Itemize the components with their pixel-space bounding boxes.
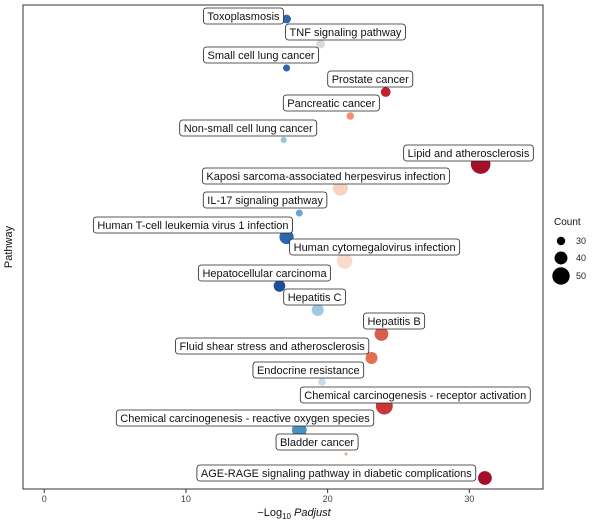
pathway-label: Toxoplasmosis	[203, 7, 284, 25]
x-tick-label: 0	[42, 494, 47, 504]
legend-label: 30	[576, 236, 586, 246]
legend-label: 50	[576, 271, 586, 281]
label-box	[203, 46, 319, 64]
data-point	[365, 352, 378, 364]
pathway-label: Pancreatic cancer	[282, 94, 380, 112]
pathway-label-text: TNF signaling pathway	[290, 27, 402, 39]
label-box	[275, 433, 359, 451]
pathway-label: Endocrine resistance	[252, 361, 365, 379]
pathway-label-text: Hepatitis C	[288, 292, 342, 304]
y-axis-title: Pathway	[3, 225, 15, 268]
label-box	[283, 288, 346, 306]
pathway-label: Lipid and atherosclerosis	[403, 144, 534, 162]
pathway-label: Kaposi sarcoma-associated herpesvirus in…	[201, 167, 450, 185]
pathway-label-text: AGE-RAGE signaling pathway in diabetic c…	[201, 468, 472, 480]
data-point	[318, 378, 326, 386]
pathway-label: Bladder cancer	[275, 433, 359, 451]
pathway-label-text: Kaposi sarcoma-associated herpesvirus in…	[206, 171, 445, 183]
data-point	[380, 87, 391, 97]
pathway-label: Small cell lung cancer	[203, 46, 319, 64]
data-point	[344, 452, 348, 456]
pathway-label-text: Non-small cell lung cancer	[184, 123, 313, 135]
pathway-labels: Toxoplasmosis TNF signaling pathway Small …	[92, 7, 534, 482]
label-box	[92, 216, 293, 234]
data-point	[282, 14, 291, 24]
pathway-label-text: Endocrine resistance	[257, 365, 360, 377]
pathway-label: AGE-RAGE signaling pathway in diabetic c…	[196, 464, 477, 482]
data-point	[316, 39, 325, 49]
x-axis-title-prefix: −Log	[257, 507, 282, 519]
pathway-label: Hepatocellular carcinoma	[198, 264, 331, 282]
pathway-label: Non-small cell lung cancer	[179, 119, 318, 137]
pathway-label: IL-17 signaling pathway	[202, 191, 328, 209]
x-axis-title-subscript: 10	[282, 512, 291, 521]
pathway-label-text: Human cytomegalovirus infection	[294, 242, 456, 254]
legend-entries: 30 40 50	[552, 236, 586, 285]
label-box	[198, 264, 331, 282]
label-box	[201, 167, 450, 185]
pathway-label-text: Human T-cell leukemia virus 1 infection	[97, 220, 288, 232]
x-tick-label: 20	[323, 494, 333, 504]
pathway-label: Hepatitis B	[363, 312, 426, 330]
pathway-label-text: Pancreatic cancer	[287, 98, 375, 110]
pathway-label-text: Fluid shear stress and atherosclerosis	[180, 341, 366, 353]
legend-swatch	[556, 236, 566, 246]
label-box	[252, 361, 365, 379]
label-box	[327, 70, 414, 88]
data-point	[280, 136, 287, 144]
pathway-label-text: Lipid and atherosclerosis	[408, 148, 530, 160]
pathway-label: Human cytomegalovirus infection	[289, 238, 461, 256]
label-box	[175, 337, 370, 355]
pathway-label: Hepatitis C	[283, 288, 346, 306]
data-point	[295, 209, 303, 217]
legend-swatch	[554, 251, 568, 265]
label-box	[363, 312, 426, 330]
legend-swatch	[552, 267, 570, 285]
pathway-label: Prostate cancer	[327, 70, 414, 88]
pathway-label: Fluid shear stress and atherosclerosis	[175, 337, 370, 355]
pathway-label-text: Chemical carcinogenesis - receptor activ…	[304, 390, 526, 402]
label-box	[202, 191, 328, 209]
legend-title: Count	[554, 217, 581, 228]
label-box	[203, 7, 284, 25]
pathway-label: TNF signaling pathway	[285, 23, 406, 41]
pathway-label-text: Toxoplasmosis	[207, 11, 280, 23]
x-axis: 0 10 20 30	[42, 489, 474, 504]
x-tick-label: 10	[181, 494, 191, 504]
data-point	[374, 327, 389, 341]
label-box	[289, 238, 461, 256]
pathway-label-text: Chemical carcinogenesis - reactive oxyge…	[120, 413, 370, 425]
label-box	[196, 464, 477, 482]
label-box	[282, 94, 380, 112]
pathway-label-text: Bladder cancer	[280, 437, 354, 449]
size-legend: Count 30 40 50	[552, 217, 586, 285]
pathway-label: Chemical carcinogenesis - reactive oxyge…	[115, 409, 375, 427]
data-point	[478, 471, 492, 485]
pathway-label-text: Hepatocellular carcinoma	[202, 268, 327, 280]
pathway-label-text: Small cell lung cancer	[208, 50, 315, 62]
data-point	[346, 112, 355, 120]
pathway-label-text: Hepatitis B	[367, 316, 420, 328]
data-point	[273, 280, 286, 292]
label-box	[299, 386, 531, 404]
data-point	[336, 253, 353, 269]
legend-label: 40	[576, 253, 586, 263]
data-point	[311, 304, 324, 316]
x-tick-label: 30	[464, 494, 474, 504]
data-point	[283, 64, 291, 72]
pathway-label-text: IL-17 signaling pathway	[207, 195, 323, 207]
label-box	[285, 23, 406, 41]
pathway-label-text: Prostate cancer	[332, 74, 409, 86]
label-box	[179, 119, 318, 137]
pathway-label: Human T-cell leukemia virus 1 infection	[92, 216, 293, 234]
x-axis-title: −Log10 Padjust	[257, 507, 331, 521]
x-axis-title-variable: Padjust	[294, 507, 332, 519]
pathway-label: Chemical carcinogenesis - receptor activ…	[299, 386, 531, 404]
label-box	[403, 144, 534, 162]
label-box	[115, 409, 375, 427]
